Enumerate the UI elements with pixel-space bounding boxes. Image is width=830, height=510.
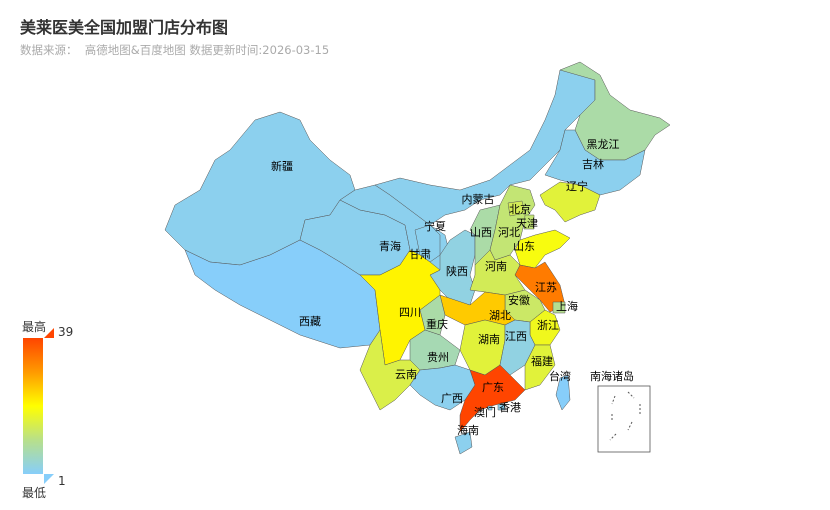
province-label: 山西 [470,226,492,239]
province-label: 河北 [498,226,520,239]
province-label: 重庆 [426,317,448,331]
province-label: 云南 [395,368,417,381]
province-label: 辽宁 [566,179,588,193]
province-吉林[interactable] [544,129,646,196]
chart-subtitle: 数据来源： 高德地图&百度地图 数据更新时间:2026-03-15 [20,43,330,57]
south-sea-label: 南海诸岛 [590,369,634,383]
province-label: 香港 [499,401,521,414]
province-label: 黑龙江 [587,138,620,151]
province-label: 上海 [556,299,578,313]
nine-dash-line [609,433,617,441]
province-江苏[interactable] [514,261,566,313]
province-label: 贵州 [427,351,449,364]
province-河南[interactable] [469,249,526,296]
south-sea-inset [597,385,651,453]
province-label: 宁夏 [424,219,446,233]
province-label: 甘肃 [409,248,431,261]
province-label: 浙江 [537,319,559,332]
province-label: 江苏 [535,281,557,294]
province-香港[interactable] [497,403,506,411]
province-label: 河南 [485,260,507,273]
province-label: 福建 [531,354,553,368]
province-海南[interactable] [454,431,473,455]
province-天津[interactable] [523,214,535,230]
nine-dash-line [627,391,635,399]
province-label: 澳门 [474,405,496,419]
province-贵州[interactable] [409,329,461,371]
province-label: 湖北 [489,309,511,322]
province-label: 海南 [457,423,479,437]
province-label: 吉林 [582,157,604,171]
legend-max-handle[interactable] [44,328,54,338]
province-label: 新疆 [271,159,293,173]
province-label: 四川 [399,306,421,319]
legend-high-label: 最高 [22,320,47,334]
province-广东[interactable] [459,364,526,433]
province-label: 安徽 [508,293,530,307]
province-label: 陕西 [446,264,468,278]
nine-dash-line [627,421,633,431]
province-label: 台湾 [549,369,571,383]
province-label: 湖南 [478,333,500,346]
legend-min-value: 1 [58,474,66,488]
province-label: 江西 [505,330,527,343]
nine-dash-line [611,395,616,405]
province-label: 广东 [482,381,504,394]
province-北京[interactable] [507,200,526,217]
province-台湾[interactable] [555,374,571,411]
legend-gradient-bar[interactable] [23,338,43,474]
province-label: 青海 [379,239,401,253]
province-上海[interactable] [552,301,566,314]
province-label: 西藏 [299,315,321,328]
province-label: 广西 [441,392,463,405]
legend-min-handle[interactable] [44,474,54,484]
province-label: 北京 [509,202,531,216]
province-澳门[interactable] [487,405,493,411]
legend-low-label: 最低 [22,486,47,500]
province-label: 山东 [513,240,535,253]
legend-max-value: 39 [58,325,74,339]
province-label: 内蒙古 [462,192,495,206]
chart-title: 美莱医美全国加盟门店分布图 [20,18,229,37]
province-辽宁[interactable] [539,181,601,223]
province-label: 天津 [516,217,538,230]
visual-map-legend[interactable]: 最高 39 1 最低 [20,318,100,500]
